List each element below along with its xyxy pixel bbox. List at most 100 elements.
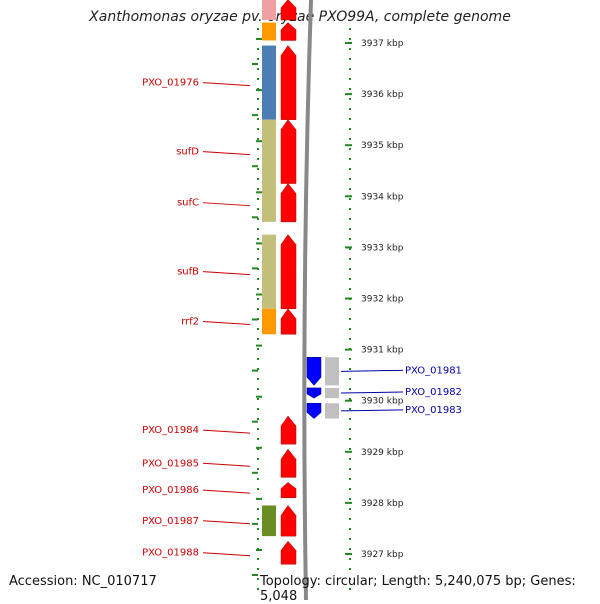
forward-gene-label: PXO_01985 [142,458,199,469]
forward-gene-label: sufC [177,198,199,209]
guide-dot [257,328,259,330]
scale-ticks: 3937 kbp 3936 kbp 3935 kbp 3934 kbp 3933 kbp… [252,28,404,590]
forward-gene-arrow [280,0,297,21]
guide-dot [349,48,351,50]
tick-label: 3937 kbp [361,39,404,49]
guide-dot [349,528,351,530]
guide-dot [349,188,351,190]
guide-dot [257,218,259,220]
scale-tick [345,195,352,198]
guide-dot [257,178,259,180]
scale-tick [345,501,352,504]
cog-block [262,505,276,537]
guide-dot [257,418,259,420]
scale-tick [256,446,262,449]
guide-dot [257,298,259,300]
guide-dot [257,508,259,510]
reverse-gene-label: PXO_01981 [405,365,462,376]
guide-dot [349,168,351,170]
forward-gene-label: PXO_01976 [142,78,199,89]
gene-leader-line [202,462,251,467]
scale-tick [345,297,352,300]
guide-dot [257,108,259,110]
cog-block [325,357,339,386]
guide-dot [349,468,351,470]
guide-dot [349,28,351,30]
tick-label: 3935 kbp [361,141,404,151]
guide-dot [349,408,351,410]
gene-leader-line [202,489,251,494]
gene-labels: PXO_01976 sufD sufC sufB rrf2 PXO_01984 PXO_01… [142,78,462,559]
guide-dot [349,508,351,510]
guide-dot [349,128,351,130]
guide-dot [257,388,259,390]
tick-label: 3933 kbp [361,243,404,253]
tick-label: 3936 kbp [361,90,404,100]
tick-label: 3927 kbp [361,550,404,560]
guide-dot [349,258,351,260]
guide-dot [257,188,259,190]
scale-tick-minor [252,216,258,219]
guide-dot [349,578,351,580]
scale-tick-minor [252,114,258,117]
guide-dot [257,258,259,260]
gene-leader-line [202,429,251,434]
guide-dot [257,478,259,480]
guide-dot [349,588,351,590]
guide-dot [349,108,351,110]
guide-dot [349,478,351,480]
scale-tick-minor [252,267,258,270]
guide-dot [257,568,259,570]
scale-tick [256,89,262,92]
gene-leader-line [202,151,251,156]
backbone-line [302,0,313,600]
guide-dot [349,58,351,60]
guide-dot [349,118,351,120]
forward-gene-arrow [280,22,297,41]
guide-dot [349,138,351,140]
guide-dot [349,378,351,380]
guide-dot [257,438,259,440]
guide-dot [257,448,259,450]
forward-gene-arrow [280,119,297,184]
scale-tick [256,140,262,143]
accession-label: Accession: NC_010717 [9,574,157,589]
guide-dot [349,248,351,250]
guide-dot [349,318,351,320]
backbone [302,0,313,600]
guide-dot [257,338,259,340]
guide-dot [349,218,351,220]
scale-tick [345,93,352,96]
guide-dot [257,138,259,140]
guide-dot [349,158,351,160]
scale-tick [256,191,262,194]
scale-tick-minor [252,63,258,65]
forward-gene-arrow [280,415,297,445]
forward-gene-arrow [280,505,297,537]
forward-gene-arrow [280,482,297,499]
guide-dot [257,48,259,50]
forward-gene-arrow [280,183,297,223]
scale-tick-minor [252,574,258,576]
cog-block [325,403,339,419]
guide-dot [349,418,351,420]
guide-dot [257,458,259,460]
tick-label: 3928 kbp [361,499,404,509]
guide-dot [349,308,351,310]
guide-dot [349,98,351,100]
guide-dot [349,198,351,200]
genes [262,0,339,565]
reverse-gene-arrow [306,403,322,419]
scale-tick [345,450,352,453]
gene-leader-line [202,271,251,276]
guide-dot [349,518,351,520]
scale-tick [345,348,352,351]
scale-tick [256,497,262,500]
scale-tick-minor [252,522,258,525]
guide-dot [349,78,351,80]
forward-gene-arrow [280,234,297,309]
cog-block [262,22,276,41]
reverse-gene-arrow [306,357,322,386]
scale-tick-minor [252,420,258,423]
scale-tick [256,395,262,398]
